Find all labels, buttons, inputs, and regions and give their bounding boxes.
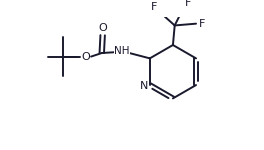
Text: N: N [140, 81, 149, 91]
Text: NH: NH [115, 46, 130, 56]
Text: O: O [81, 52, 90, 62]
Text: F: F [199, 19, 205, 29]
Text: O: O [98, 23, 107, 33]
Text: F: F [185, 0, 191, 8]
Text: F: F [151, 2, 157, 12]
